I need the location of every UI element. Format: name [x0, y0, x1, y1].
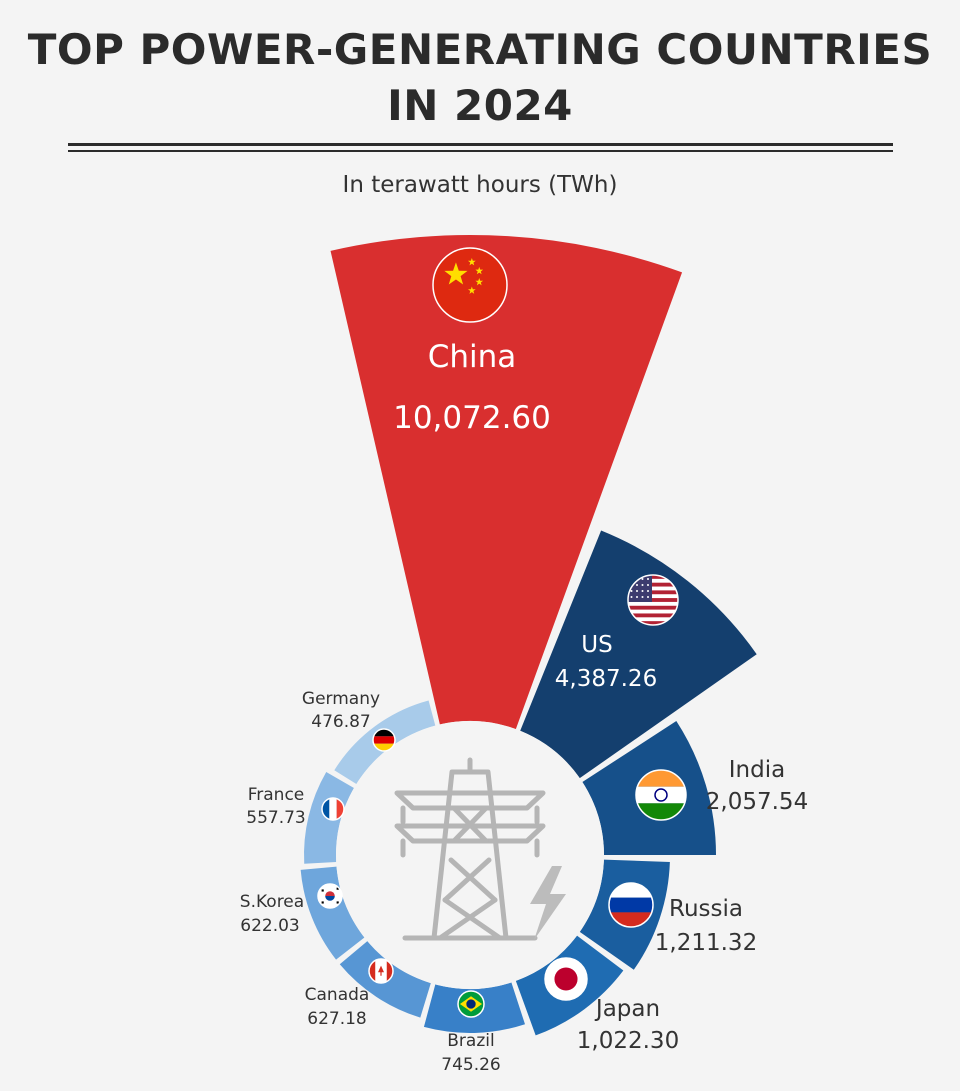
chart-title-line1: TOP POWER-GENERATING COUNTRIES	[27, 25, 933, 74]
label-brazil: Brazil	[447, 1031, 494, 1051]
value-label-s-korea: 622.03	[240, 916, 299, 936]
lightning-bolt-icon	[530, 866, 566, 940]
value-label-us: 4,387.26	[555, 666, 657, 692]
label-russia: Russia	[669, 896, 743, 922]
title-divider-thick	[68, 143, 893, 146]
south-korea-flag-icon	[317, 883, 343, 909]
brazil-flag-icon	[457, 990, 485, 1018]
sector-china	[330, 235, 683, 730]
label-s-korea: S.Korea	[240, 892, 304, 912]
canada-flag-icon	[368, 958, 394, 984]
value-label-japan: 1,022.30	[577, 1028, 679, 1054]
title-divider-thin	[68, 150, 893, 152]
us-flag-icon	[627, 574, 679, 626]
labels-layer: China 10,072.60 US 4,387.26 India 2,057.54 Rus…	[240, 247, 808, 1075]
center-disc	[336, 721, 604, 989]
sector-us	[520, 530, 757, 779]
france-flag-icon	[321, 797, 345, 821]
label-india: India	[729, 757, 785, 783]
chart-title-line2: IN 2024	[387, 81, 573, 130]
label-china: China	[428, 339, 517, 375]
chart-title: TOP POWER-GENERATING COUNTRIES IN 2024	[0, 22, 960, 134]
japan-flag-icon	[544, 957, 588, 1001]
watermark	[720, 1053, 930, 1075]
germany-flag-icon	[372, 728, 396, 752]
label-japan: Japan	[594, 996, 660, 1022]
value-label-brazil: 745.26	[441, 1055, 500, 1075]
transmission-tower-icon	[394, 757, 546, 941]
center-art	[394, 757, 566, 941]
value-label-china: 10,072.60	[393, 400, 551, 436]
value-label-india: 2,057.54	[706, 789, 808, 815]
india-flag-icon	[635, 769, 687, 821]
value-label-canada: 627.18	[307, 1009, 366, 1029]
label-us: US	[581, 632, 612, 658]
sector-s-korea	[300, 866, 365, 960]
chart-subtitle: In terawatt hours (TWh)	[342, 172, 618, 198]
label-germany: Germany	[302, 689, 380, 709]
china-flag-icon	[432, 247, 508, 323]
label-france: France	[248, 785, 305, 805]
label-canada: Canada	[305, 985, 370, 1005]
russia-flag-icon	[608, 882, 654, 928]
value-label-germany: 476.87	[311, 712, 370, 732]
value-label-france: 557.73	[246, 808, 305, 828]
value-label-russia: 1,211.32	[655, 930, 757, 956]
